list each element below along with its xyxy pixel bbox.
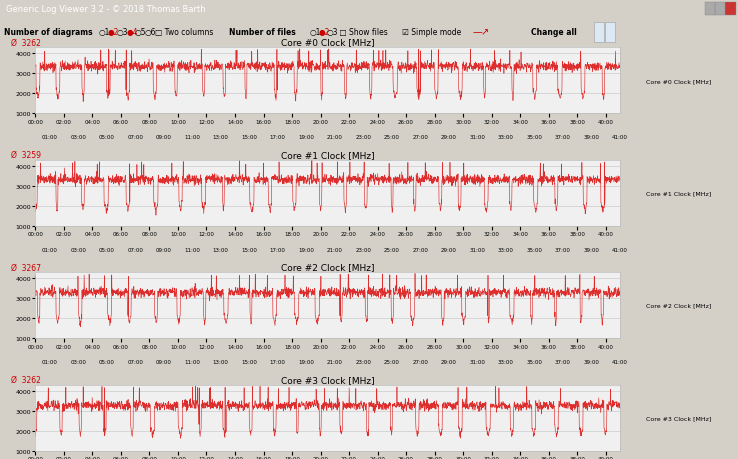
Text: ○1: ○1	[98, 28, 109, 37]
Text: Core #3 Clock [MHz]: Core #3 Clock [MHz]	[646, 415, 711, 420]
Text: ☑ Simple mode: ☑ Simple mode	[402, 28, 461, 37]
Bar	[605, 23, 615, 43]
Text: Ø  3262: Ø 3262	[11, 375, 41, 384]
Text: ↗: ↗	[480, 27, 489, 37]
Title: Core #0 Clock [MHz]: Core #0 Clock [MHz]	[281, 39, 374, 47]
Text: ○3: ○3	[327, 28, 339, 37]
Text: Ø  3259: Ø 3259	[11, 151, 41, 160]
Text: ○1: ○1	[310, 28, 321, 37]
Text: □ Two columns: □ Two columns	[155, 28, 213, 37]
Text: ●2: ●2	[108, 28, 119, 37]
Text: Ø  3262: Ø 3262	[11, 39, 41, 48]
Text: Generic Log Viewer 3.2 - © 2018 Thomas Barth: Generic Log Viewer 3.2 - © 2018 Thomas B…	[6, 5, 205, 14]
Text: Ø  3267: Ø 3267	[11, 263, 41, 272]
Text: ●2: ●2	[318, 28, 329, 37]
Text: Number of files: Number of files	[229, 28, 295, 37]
Text: Number of diagrams: Number of diagrams	[4, 28, 92, 37]
Text: —: —	[472, 27, 482, 37]
Text: Core #0 Clock [MHz]: Core #0 Clock [MHz]	[646, 78, 711, 84]
Title: Core #1 Clock [MHz]: Core #1 Clock [MHz]	[281, 151, 374, 160]
Bar	[725, 3, 736, 17]
Title: Core #2 Clock [MHz]: Core #2 Clock [MHz]	[281, 263, 374, 272]
Text: ○5: ○5	[135, 28, 147, 37]
Text: Core #2 Clock [MHz]: Core #2 Clock [MHz]	[646, 303, 711, 308]
Text: ●4: ●4	[126, 28, 138, 37]
Text: Core #1 Clock [MHz]: Core #1 Clock [MHz]	[646, 191, 711, 196]
Text: □ Show files: □ Show files	[337, 28, 387, 37]
Text: Change all: Change all	[531, 28, 577, 37]
Title: Core #3 Clock [MHz]: Core #3 Clock [MHz]	[281, 375, 374, 384]
Text: ○6: ○6	[145, 28, 156, 37]
Bar	[705, 3, 715, 17]
Text: ○3: ○3	[117, 28, 128, 37]
Bar	[594, 23, 604, 43]
Bar	[715, 3, 725, 17]
